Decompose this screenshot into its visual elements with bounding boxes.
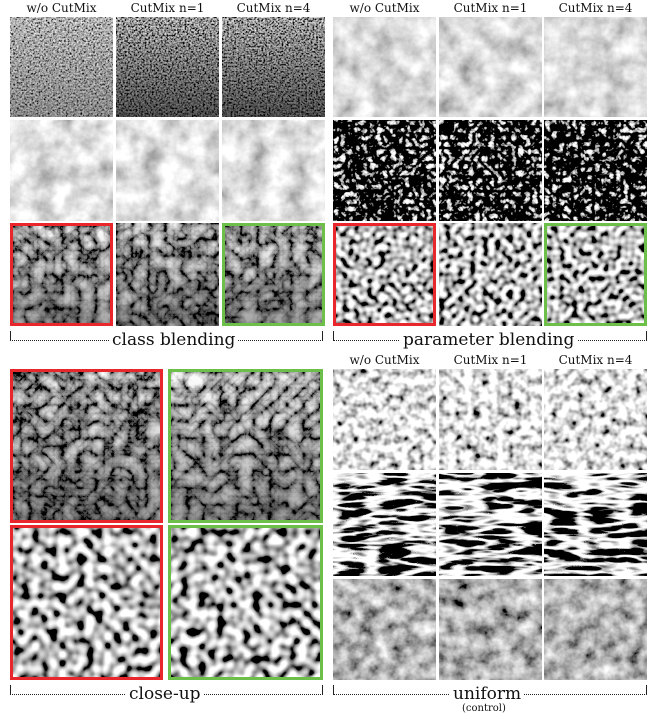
texture-tile <box>333 17 436 117</box>
texture-image <box>222 120 325 221</box>
closeup-tile-red-highlight <box>10 525 163 680</box>
texture-image <box>116 17 219 117</box>
texture-image <box>10 17 113 117</box>
texture-image <box>10 120 113 221</box>
texture-tile-green-highlight <box>222 223 325 326</box>
header-cutmix-n4-tr: CutMix n=4 <box>558 1 633 15</box>
texture-image <box>171 372 320 520</box>
texture-tile-red-highlight <box>10 223 113 326</box>
texture-tile <box>439 17 542 117</box>
texture-image <box>333 579 436 680</box>
header-wo-cutmix-br: w/o CutMix <box>349 353 420 367</box>
texture-tile <box>116 223 219 326</box>
texture-tile-green-highlight <box>544 223 647 326</box>
texture-tile <box>544 17 647 117</box>
texture-tile <box>222 17 325 117</box>
texture-tile <box>333 120 436 221</box>
texture-tile <box>544 369 647 470</box>
caption-class-blending: class blending <box>109 331 239 349</box>
texture-image <box>544 120 647 221</box>
texture-image <box>439 120 542 221</box>
texture-image <box>439 223 542 326</box>
closeup-tile-green-highlight <box>168 525 323 680</box>
texture-tile <box>333 473 436 576</box>
texture-tile <box>439 473 542 576</box>
texture-image <box>544 473 647 576</box>
header-cutmix-n4-br: CutMix n=4 <box>558 353 633 367</box>
header-wo-cutmix-tl: w/o CutMix <box>26 1 97 15</box>
caption-uniform: uniform <box>450 685 525 703</box>
texture-tile <box>544 473 647 576</box>
texture-image <box>116 223 219 326</box>
header-cutmix-n1-br: CutMix n=1 <box>453 353 528 367</box>
texture-image <box>13 528 160 677</box>
caption-uniform-control: (control) <box>462 703 506 714</box>
texture-tile <box>333 579 436 680</box>
texture-image <box>116 120 219 221</box>
header-wo-cutmix-tr: w/o CutMix <box>349 1 420 15</box>
texture-tile-red-highlight <box>333 223 436 326</box>
texture-tile <box>544 120 647 221</box>
closeup-tile-red-highlight <box>10 369 163 523</box>
texture-image <box>13 226 110 323</box>
texture-image <box>439 369 542 470</box>
texture-image <box>333 473 436 576</box>
texture-image <box>222 17 325 117</box>
closeup-tile-green-highlight <box>168 369 323 523</box>
texture-tile <box>333 369 436 470</box>
texture-tile <box>222 120 325 221</box>
texture-image <box>439 473 542 576</box>
header-cutmix-n4-tl: CutMix n=4 <box>236 1 311 15</box>
caption-parameter-blending: parameter blending <box>400 331 578 349</box>
header-cutmix-n1-tr: CutMix n=1 <box>453 1 528 15</box>
texture-image <box>333 17 436 117</box>
texture-image <box>336 226 433 323</box>
header-cutmix-n1-tl: CutMix n=1 <box>130 1 205 15</box>
texture-tile <box>10 120 113 221</box>
texture-image <box>544 579 647 680</box>
texture-image <box>333 369 436 470</box>
texture-image <box>333 120 436 221</box>
texture-image <box>13 372 160 520</box>
texture-image <box>439 579 542 680</box>
texture-image <box>225 226 322 323</box>
texture-tile <box>10 17 113 117</box>
texture-image <box>171 528 320 677</box>
texture-tile <box>544 579 647 680</box>
texture-tile <box>116 17 219 117</box>
texture-tile <box>439 120 542 221</box>
texture-image <box>547 226 644 323</box>
texture-image <box>544 17 647 117</box>
texture-tile <box>439 223 542 326</box>
texture-tile <box>439 579 542 680</box>
texture-image <box>544 369 647 470</box>
texture-image <box>439 17 542 117</box>
texture-tile <box>439 369 542 470</box>
caption-close-up: close-up <box>126 685 204 703</box>
texture-tile <box>116 120 219 221</box>
